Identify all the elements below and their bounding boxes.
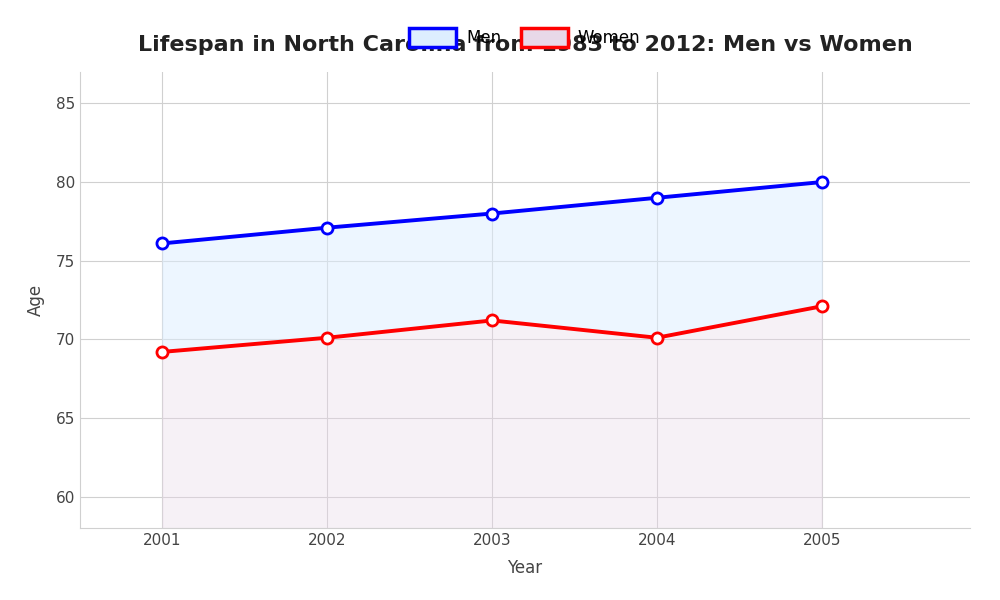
Title: Lifespan in North Carolina from 1983 to 2012: Men vs Women: Lifespan in North Carolina from 1983 to … <box>138 35 912 55</box>
Legend: Men, Women: Men, Women <box>403 21 647 53</box>
Y-axis label: Age: Age <box>27 284 45 316</box>
X-axis label: Year: Year <box>507 559 543 577</box>
